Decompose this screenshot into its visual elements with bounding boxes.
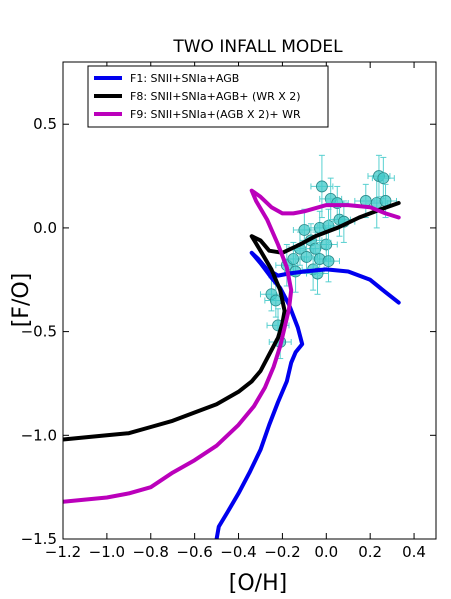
plot-frame <box>62 61 437 540</box>
legend-label-1: F1: SNII+SNIa+AGB <box>130 72 239 85</box>
legend: F1: SNII+SNIa+AGB F8: SNII+SNIa+AGB+ (WR … <box>87 65 329 128</box>
observation-point <box>314 227 338 262</box>
x-tick-label: −1.0 <box>89 543 125 561</box>
x-tick-label: 0.0 <box>314 543 338 561</box>
chart-title: TWO INFALL MODEL <box>172 37 343 57</box>
y-axis-label: [F/O] <box>9 273 34 328</box>
x-axis-label: [O/H] <box>229 571 287 596</box>
observation-point <box>317 208 340 243</box>
observation-marker <box>320 238 333 251</box>
legend-label-2: F8: SNII+SNIa+AGB+ (WR X 2) <box>130 90 301 103</box>
series-line-2 <box>63 201 401 442</box>
x-axis: −1.2 −1.0 −0.8 −0.6 −0.4 −0.2 0.0 0.2 0.4 <box>45 62 426 561</box>
observation-marker <box>377 172 390 185</box>
observation-point <box>371 156 395 200</box>
legend-label-3: F9: SNII+SNIa+(AGB X 2)+ WR <box>130 108 301 121</box>
observation-marker <box>287 253 300 265</box>
series-line-1 <box>214 250 401 539</box>
x-tick-label: −0.8 <box>133 543 169 561</box>
x-tick-label: −0.6 <box>176 543 212 561</box>
legend-box <box>87 65 329 128</box>
observation-marker <box>322 255 335 267</box>
y-tick-label: 0.5 <box>33 115 57 133</box>
x-tick-label: −0.4 <box>220 543 256 561</box>
model-lines-layer <box>63 188 401 539</box>
y-tick-label: −1.5 <box>21 530 57 548</box>
observation-marker <box>316 180 328 193</box>
y-axis: −1.5 −1.0 −0.5 0.0 0.5 <box>21 115 436 548</box>
series-line-3 <box>63 188 401 504</box>
x-tick-label: 0.2 <box>358 543 382 561</box>
x-tick-label: −1.2 <box>45 543 81 561</box>
x-tick-label: 0.4 <box>402 543 426 561</box>
y-tick-label: 0.0 <box>33 219 57 237</box>
x-tick-label: −0.2 <box>264 543 300 561</box>
observation-marker <box>298 224 311 236</box>
y-tick-label: −0.5 <box>21 323 57 341</box>
y-tick-label: −1.0 <box>21 426 57 444</box>
observation-point <box>317 239 340 283</box>
